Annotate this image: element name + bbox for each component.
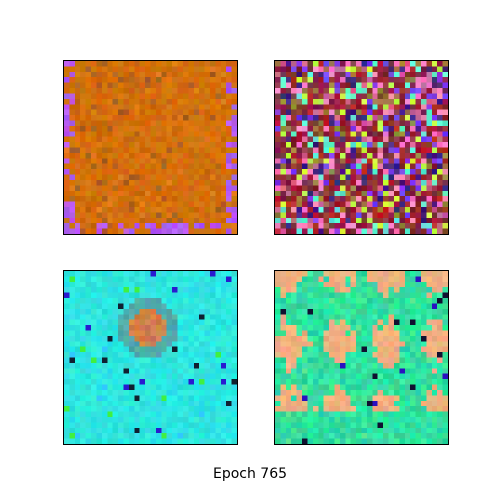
sample-image-canvas [275,271,448,444]
epoch-caption: Epoch 765 [0,466,500,482]
sample-image-top-right [274,60,449,235]
sample-image-canvas [64,271,237,444]
sample-image-canvas [64,61,237,234]
sample-image-top-left [63,60,238,235]
sample-image-bottom-right [274,270,449,445]
sample-image-canvas [275,61,448,234]
sample-image-bottom-left [63,270,238,445]
